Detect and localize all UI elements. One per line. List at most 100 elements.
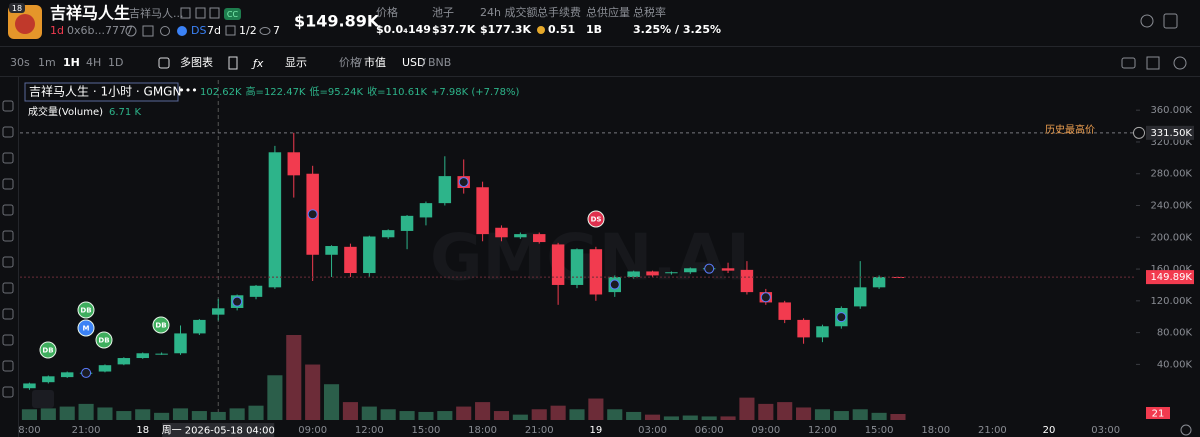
interval[interactable]: 1m — [38, 56, 56, 69]
usd-toggle[interactable]: USD — [402, 56, 426, 69]
volume-bar — [682, 415, 698, 420]
legend-more[interactable]: ••• — [178, 84, 197, 97]
share-icon[interactable] — [209, 7, 220, 19]
fx-icon[interactable]: ƒx — [251, 57, 264, 70]
annotation-bubble — [77, 301, 95, 319]
copy-icon[interactable] — [195, 7, 206, 19]
volume-bar — [890, 413, 906, 420]
tool-icon[interactable] — [2, 334, 14, 346]
volume-bar — [191, 411, 207, 420]
fullscreen-icon[interactable] — [1146, 56, 1160, 70]
annotation-bubble — [95, 331, 113, 349]
tool-icon[interactable] — [2, 126, 14, 138]
candle-body — [268, 152, 282, 288]
ds-label: DS — [191, 24, 206, 37]
display-menu[interactable]: 显示 — [285, 56, 307, 69]
candle-body — [665, 272, 678, 274]
x-tick-label: 15:00 — [412, 425, 441, 436]
logo-art — [15, 14, 35, 34]
volume-bar — [569, 409, 585, 420]
countdown-tag — [1146, 407, 1170, 419]
alarm-icon[interactable] — [1140, 14, 1154, 28]
x-tick-label: 21:00 — [525, 425, 554, 436]
candle-body — [193, 319, 206, 334]
volume-bar — [475, 402, 491, 420]
drawing-toolbar — [2, 100, 14, 398]
holders-ratio: 1/2 — [239, 24, 257, 37]
token-age: 1d — [50, 24, 64, 37]
tool-icon[interactable] — [2, 230, 14, 242]
settings-icon[interactable] — [1173, 56, 1187, 70]
camera-icon[interactable] — [1121, 57, 1136, 69]
tool-icon[interactable] — [2, 386, 14, 398]
legend-box — [24, 82, 179, 102]
candle-body — [514, 234, 527, 238]
tool-icon[interactable] — [2, 256, 14, 268]
stat-label: 总手续费 — [537, 5, 581, 19]
multi-chart-checkbox[interactable] — [158, 57, 170, 69]
trade-marker — [458, 177, 469, 188]
volume-bar — [456, 406, 472, 420]
tool-icon[interactable] — [2, 204, 14, 216]
candle-body — [476, 187, 489, 235]
icon[interactable] — [125, 25, 137, 37]
tool-icon[interactable] — [2, 360, 14, 372]
annotation-bubble — [587, 210, 605, 228]
y-tick-label: 160.00K — [1150, 264, 1192, 275]
candle-body — [136, 353, 149, 359]
candle-body — [98, 365, 112, 372]
legend-ohlc: +7.98K (+7.78%) — [431, 87, 519, 98]
ath-add[interactable] — [1133, 126, 1145, 139]
crosshair-label: 周一 2026-05-18 04:00 — [162, 425, 275, 437]
tool-icon[interactable] — [2, 282, 14, 294]
stat-value: $177.3K — [480, 23, 531, 36]
tool-icon[interactable] — [2, 152, 14, 164]
search-icon[interactable] — [160, 26, 170, 36]
volume-bar — [588, 398, 604, 420]
interval[interactable]: 1H — [63, 56, 80, 69]
y-tick-label: 40.00K — [1157, 359, 1193, 370]
icon[interactable] — [142, 25, 154, 37]
volume-bar — [399, 411, 415, 420]
interval[interactable]: 30s — [10, 56, 30, 69]
x-tick-label: 15:00 — [865, 425, 894, 436]
volume-bar — [40, 408, 56, 420]
volume-bar — [59, 406, 75, 420]
tool-icon[interactable] — [2, 100, 14, 112]
candle-body — [872, 277, 886, 288]
market-cap-toggle[interactable]: 市值 — [364, 55, 386, 69]
logo-badge — [9, 3, 25, 13]
candle-body — [627, 271, 640, 278]
candle-body — [174, 333, 187, 354]
layout-icon[interactable] — [1163, 13, 1178, 29]
volume-bar — [323, 384, 340, 420]
y-tick-label: 360.00K — [1150, 105, 1192, 116]
volume-bar — [720, 416, 736, 420]
tool-icon[interactable] — [2, 308, 14, 320]
price-toggle[interactable]: 价格 — [339, 55, 361, 69]
ath-text: 历史最高价 — [1045, 123, 1095, 136]
market-cap: $149.89K — [294, 12, 380, 31]
candle-icon[interactable] — [228, 56, 238, 70]
stat-label: 池子 — [432, 6, 454, 19]
tool-icon[interactable] — [2, 178, 14, 190]
volume-bar — [739, 397, 755, 420]
edit-icon[interactable] — [180, 7, 191, 19]
candle-body — [646, 271, 659, 276]
y-tick-label: 240.00K — [1150, 201, 1192, 212]
candle-body — [344, 246, 357, 274]
y-tick-label: 200.00K — [1150, 232, 1192, 243]
candle-body — [853, 287, 867, 307]
bnb-toggle[interactable]: BNB — [428, 56, 451, 69]
multi-chart[interactable]: 多图表 — [180, 55, 213, 69]
interval[interactable]: 1D — [108, 56, 123, 69]
candle-body — [155, 353, 168, 355]
volume-bar — [758, 403, 774, 420]
interval[interactable]: 4H — [86, 56, 101, 69]
annotation-label: DS — [591, 216, 602, 224]
annotation-bubble — [39, 341, 57, 359]
volume-bar — [267, 375, 283, 420]
settings-gear[interactable] — [1180, 424, 1192, 436]
volume-bar — [437, 411, 453, 420]
